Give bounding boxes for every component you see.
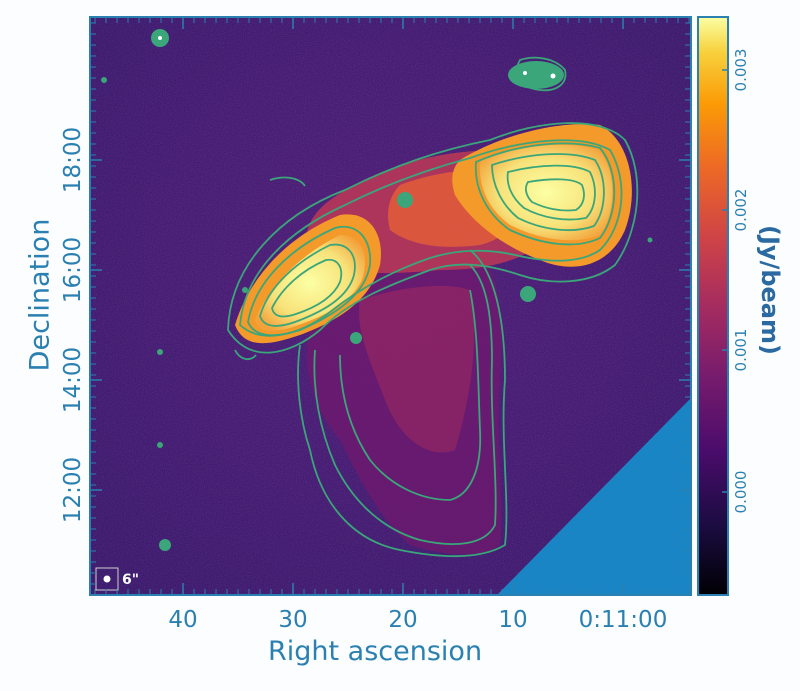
y-tick-label: 12:00 [60, 457, 86, 523]
colorbar-tick-label: 0.002 [732, 189, 750, 232]
colorbar [697, 16, 729, 596]
colorbar-tick-label: 0.003 [732, 49, 750, 92]
y-tick-label: 18:00 [60, 127, 86, 193]
masked-region [497, 398, 691, 595]
colorbar-tick-label: 0.000 [732, 471, 750, 514]
y-axis-label: Declination [24, 218, 56, 372]
x-tick-label: 40 [168, 607, 197, 633]
sky-image: 6" [90, 17, 691, 595]
y-tick-label: 14:00 [60, 347, 86, 413]
x-axis-label: Right ascension [268, 636, 483, 667]
colorbar-label: (Jy/beam) [756, 225, 784, 355]
colorbar-ticks [722, 69, 728, 493]
y-tick-label: 16:00 [60, 237, 86, 303]
x-tick-label: 30 [278, 607, 307, 633]
x-tick-label: 10 [498, 607, 527, 633]
x-tick-label: 0:11:00 [579, 607, 668, 633]
x-tick-label: 20 [388, 607, 417, 633]
beam-size-label: 6" [122, 572, 139, 588]
y-axis-ticks [90, 159, 691, 491]
contour-lines [227, 56, 639, 558]
plot-frame [89, 16, 692, 596]
minor-ticks [90, 17, 691, 595]
colorbar-tick-label: 0.001 [732, 329, 750, 372]
